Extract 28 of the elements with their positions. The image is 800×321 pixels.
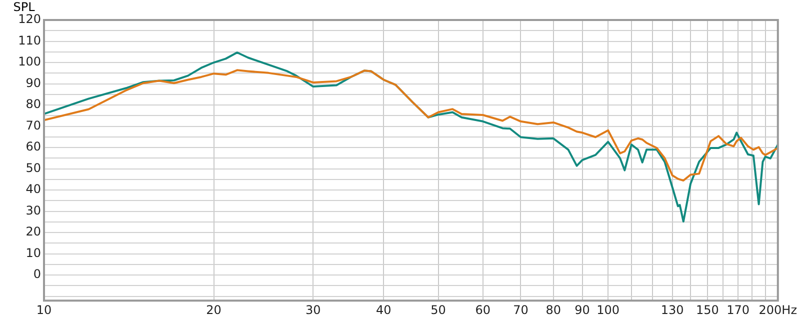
x-tick-label: 90 <box>574 302 590 317</box>
y-tick-label: 70 <box>26 118 41 132</box>
x-tick-label: 60 <box>475 302 491 317</box>
x-tick-label: 130 <box>660 302 684 317</box>
x-tick-label: 50 <box>430 302 446 317</box>
y-tick-label: 90 <box>26 76 41 90</box>
x-tick-label: 100 <box>596 302 620 317</box>
y-tick-label: 100 <box>18 54 41 69</box>
y-axis-title: SPL <box>13 0 36 14</box>
x-tick-label: 80 <box>546 302 562 317</box>
y-tick-label: 30 <box>26 203 41 218</box>
y-tick-label: 80 <box>26 97 41 112</box>
y-tick-label: 10 <box>26 246 41 260</box>
x-tick-label: 150 <box>696 302 719 317</box>
x-tick-label: 200Hz <box>758 302 798 317</box>
x-tick-label: 40 <box>376 302 392 317</box>
y-tick-label: 20 <box>26 224 41 239</box>
y-tick-label: 60 <box>26 140 41 154</box>
y-tick-label: 0 <box>33 267 41 282</box>
x-tick-label: 70 <box>513 302 528 317</box>
y-tick-label: 120 <box>18 12 41 26</box>
x-tick-label: 170 <box>726 302 750 317</box>
x-tick-label: 30 <box>305 302 321 317</box>
y-tick-label: 40 <box>26 182 41 196</box>
x-tick-label: 20 <box>206 302 222 317</box>
y-tick-label: 50 <box>26 160 41 175</box>
y-tick-label: 110 <box>18 33 41 48</box>
x-tick-label: 10 <box>36 302 52 317</box>
